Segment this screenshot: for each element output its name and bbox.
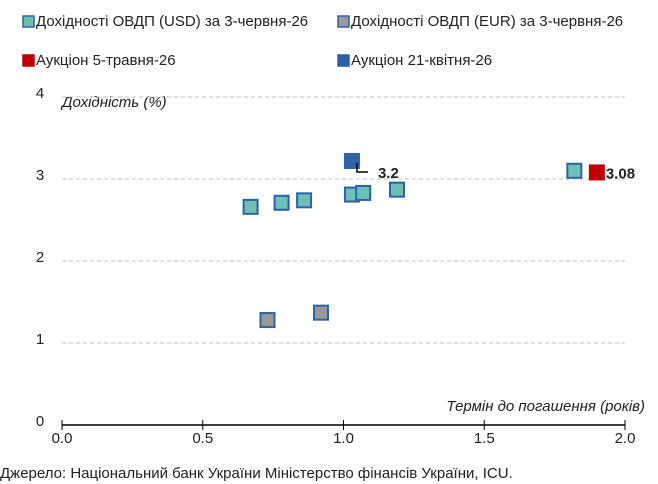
point bbox=[566, 162, 583, 179]
x-tick-label: 2.0 bbox=[615, 430, 636, 447]
legend-label: Дохідності ОВДП (USD) за 3-червня-26 bbox=[36, 13, 308, 30]
source: Джерело: Національний банк України Мініс… bbox=[0, 465, 513, 482]
legend-label: Дохідності ОВДП (EUR) за 3-червня-26 bbox=[351, 13, 623, 30]
legend-marker bbox=[337, 15, 350, 28]
point bbox=[242, 198, 259, 215]
point bbox=[343, 152, 360, 169]
y-tick-label: 4 bbox=[36, 85, 44, 102]
x-tick-label: 0.5 bbox=[192, 430, 213, 447]
legend-marker bbox=[337, 54, 350, 67]
data-label: 3.2 bbox=[378, 165, 399, 182]
x-axis-label: Термін до погашення (років) bbox=[446, 398, 645, 415]
x-tick-label: 1.0 bbox=[333, 430, 354, 447]
legend-marker bbox=[22, 54, 35, 67]
point bbox=[388, 181, 405, 198]
y-axis-label: Дохідність (%) bbox=[60, 94, 167, 111]
leader-line bbox=[356, 162, 368, 173]
point bbox=[259, 312, 276, 329]
point bbox=[312, 304, 329, 321]
x-tick-label: 0.0 bbox=[52, 430, 73, 447]
y-tick-label: 1 bbox=[36, 331, 44, 348]
point bbox=[355, 184, 372, 201]
legend-label: Аукціон 5-травня-26 bbox=[36, 52, 176, 69]
y-tick-label: 3 bbox=[36, 167, 44, 184]
x-tick-label: 1.5 bbox=[474, 430, 495, 447]
data-label: 3.08 bbox=[606, 165, 635, 182]
point bbox=[296, 192, 313, 209]
y-tick-label: 2 bbox=[36, 249, 44, 266]
legend-marker bbox=[22, 15, 35, 28]
y-tick-label: 0 bbox=[36, 413, 44, 430]
legend-label: Аукціон 21-квітня-26 bbox=[351, 52, 492, 69]
point bbox=[588, 164, 605, 181]
point bbox=[273, 194, 290, 211]
